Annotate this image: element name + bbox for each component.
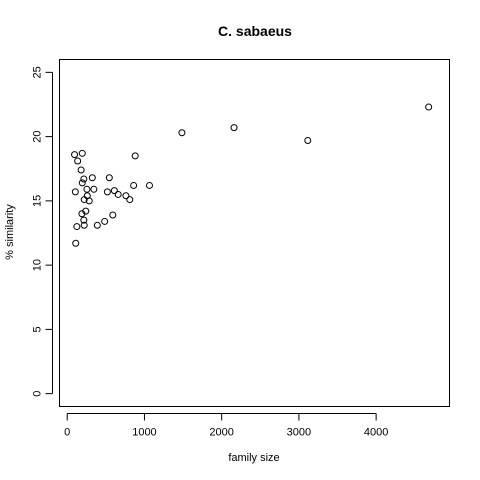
y-tick-label: 5 bbox=[32, 326, 44, 332]
data-point bbox=[82, 207, 90, 215]
data-point bbox=[85, 197, 93, 205]
x-axis: 0 1000 2000 3000 4000 bbox=[64, 413, 388, 439]
data-point bbox=[425, 103, 433, 111]
data-points bbox=[71, 103, 433, 247]
data-point bbox=[105, 174, 113, 182]
data-point bbox=[110, 187, 118, 195]
data-point bbox=[74, 157, 82, 165]
x-axis-label: family size bbox=[228, 452, 279, 464]
data-point bbox=[145, 181, 153, 189]
data-point bbox=[78, 149, 86, 157]
x-tick-label: 1000 bbox=[132, 427, 156, 439]
y-tick-label: 10 bbox=[32, 259, 44, 271]
chart-title: C. sabaeus bbox=[218, 23, 292, 39]
data-point bbox=[109, 211, 117, 219]
data-point bbox=[80, 221, 88, 229]
x-tick-label: 3000 bbox=[287, 427, 311, 439]
data-point bbox=[230, 124, 238, 132]
data-point bbox=[101, 217, 109, 225]
y-tick-label: 25 bbox=[32, 66, 44, 78]
data-point bbox=[131, 152, 139, 160]
x-tick-label: 0 bbox=[64, 427, 70, 439]
data-point bbox=[93, 221, 101, 229]
data-point bbox=[72, 239, 80, 247]
data-point bbox=[83, 185, 91, 193]
data-point bbox=[77, 166, 85, 174]
data-point bbox=[130, 181, 138, 189]
data-point bbox=[78, 179, 86, 187]
data-point bbox=[71, 188, 79, 196]
y-tick-label: 15 bbox=[32, 195, 44, 207]
x-tick-label: 4000 bbox=[364, 427, 388, 439]
data-point bbox=[90, 185, 98, 193]
data-point bbox=[80, 175, 88, 183]
data-point bbox=[73, 223, 81, 231]
plot-frame bbox=[59, 59, 450, 407]
data-point bbox=[103, 188, 111, 196]
data-point bbox=[126, 196, 134, 204]
data-point bbox=[80, 216, 88, 224]
x-tick-label: 2000 bbox=[209, 427, 233, 439]
y-axis: 0 5 10 15 20 25 bbox=[32, 66, 53, 397]
data-point bbox=[122, 192, 130, 200]
data-point bbox=[114, 190, 122, 198]
y-tick-label: 20 bbox=[32, 130, 44, 142]
y-tick-label: 0 bbox=[32, 391, 44, 397]
data-point bbox=[178, 129, 186, 137]
data-point bbox=[88, 174, 96, 182]
data-point bbox=[304, 136, 312, 144]
y-axis-label: % similarity bbox=[4, 204, 16, 260]
data-point bbox=[71, 151, 79, 159]
